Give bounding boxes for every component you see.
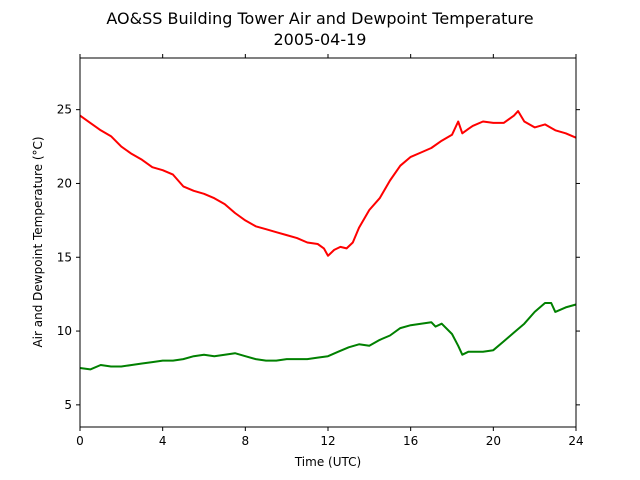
y-axis-label: Air and Dewpoint Temperature (°C) bbox=[31, 136, 45, 347]
x-axis-label: Time (UTC) bbox=[294, 455, 361, 469]
y-tick-label: 15 bbox=[57, 250, 72, 264]
x-tick-label: 24 bbox=[568, 434, 583, 448]
x-tick-label: 4 bbox=[159, 434, 167, 448]
plot-frame bbox=[79, 57, 577, 428]
x-tick-label: 12 bbox=[320, 434, 335, 448]
y-tick-label: 20 bbox=[57, 176, 72, 190]
x-tick-label: 20 bbox=[486, 434, 501, 448]
chart-title: AO&SS Building Tower Air and Dewpoint Te… bbox=[106, 9, 533, 28]
series-line-0 bbox=[79, 110, 577, 257]
chart-subtitle: 2005-04-19 bbox=[274, 30, 367, 49]
y-tick-label: 25 bbox=[57, 103, 72, 117]
y-tick-label: 10 bbox=[57, 324, 72, 338]
ticks-layer: 0 4 8 12 16 20 24 5 10 15 20 25 bbox=[57, 54, 584, 448]
y-tick-label: 5 bbox=[64, 398, 72, 412]
x-tick-label: 0 bbox=[76, 434, 84, 448]
x-tick-label: 16 bbox=[403, 434, 418, 448]
x-tick-label: 8 bbox=[242, 434, 250, 448]
series-line-1 bbox=[79, 302, 577, 371]
series-layer bbox=[79, 110, 577, 371]
